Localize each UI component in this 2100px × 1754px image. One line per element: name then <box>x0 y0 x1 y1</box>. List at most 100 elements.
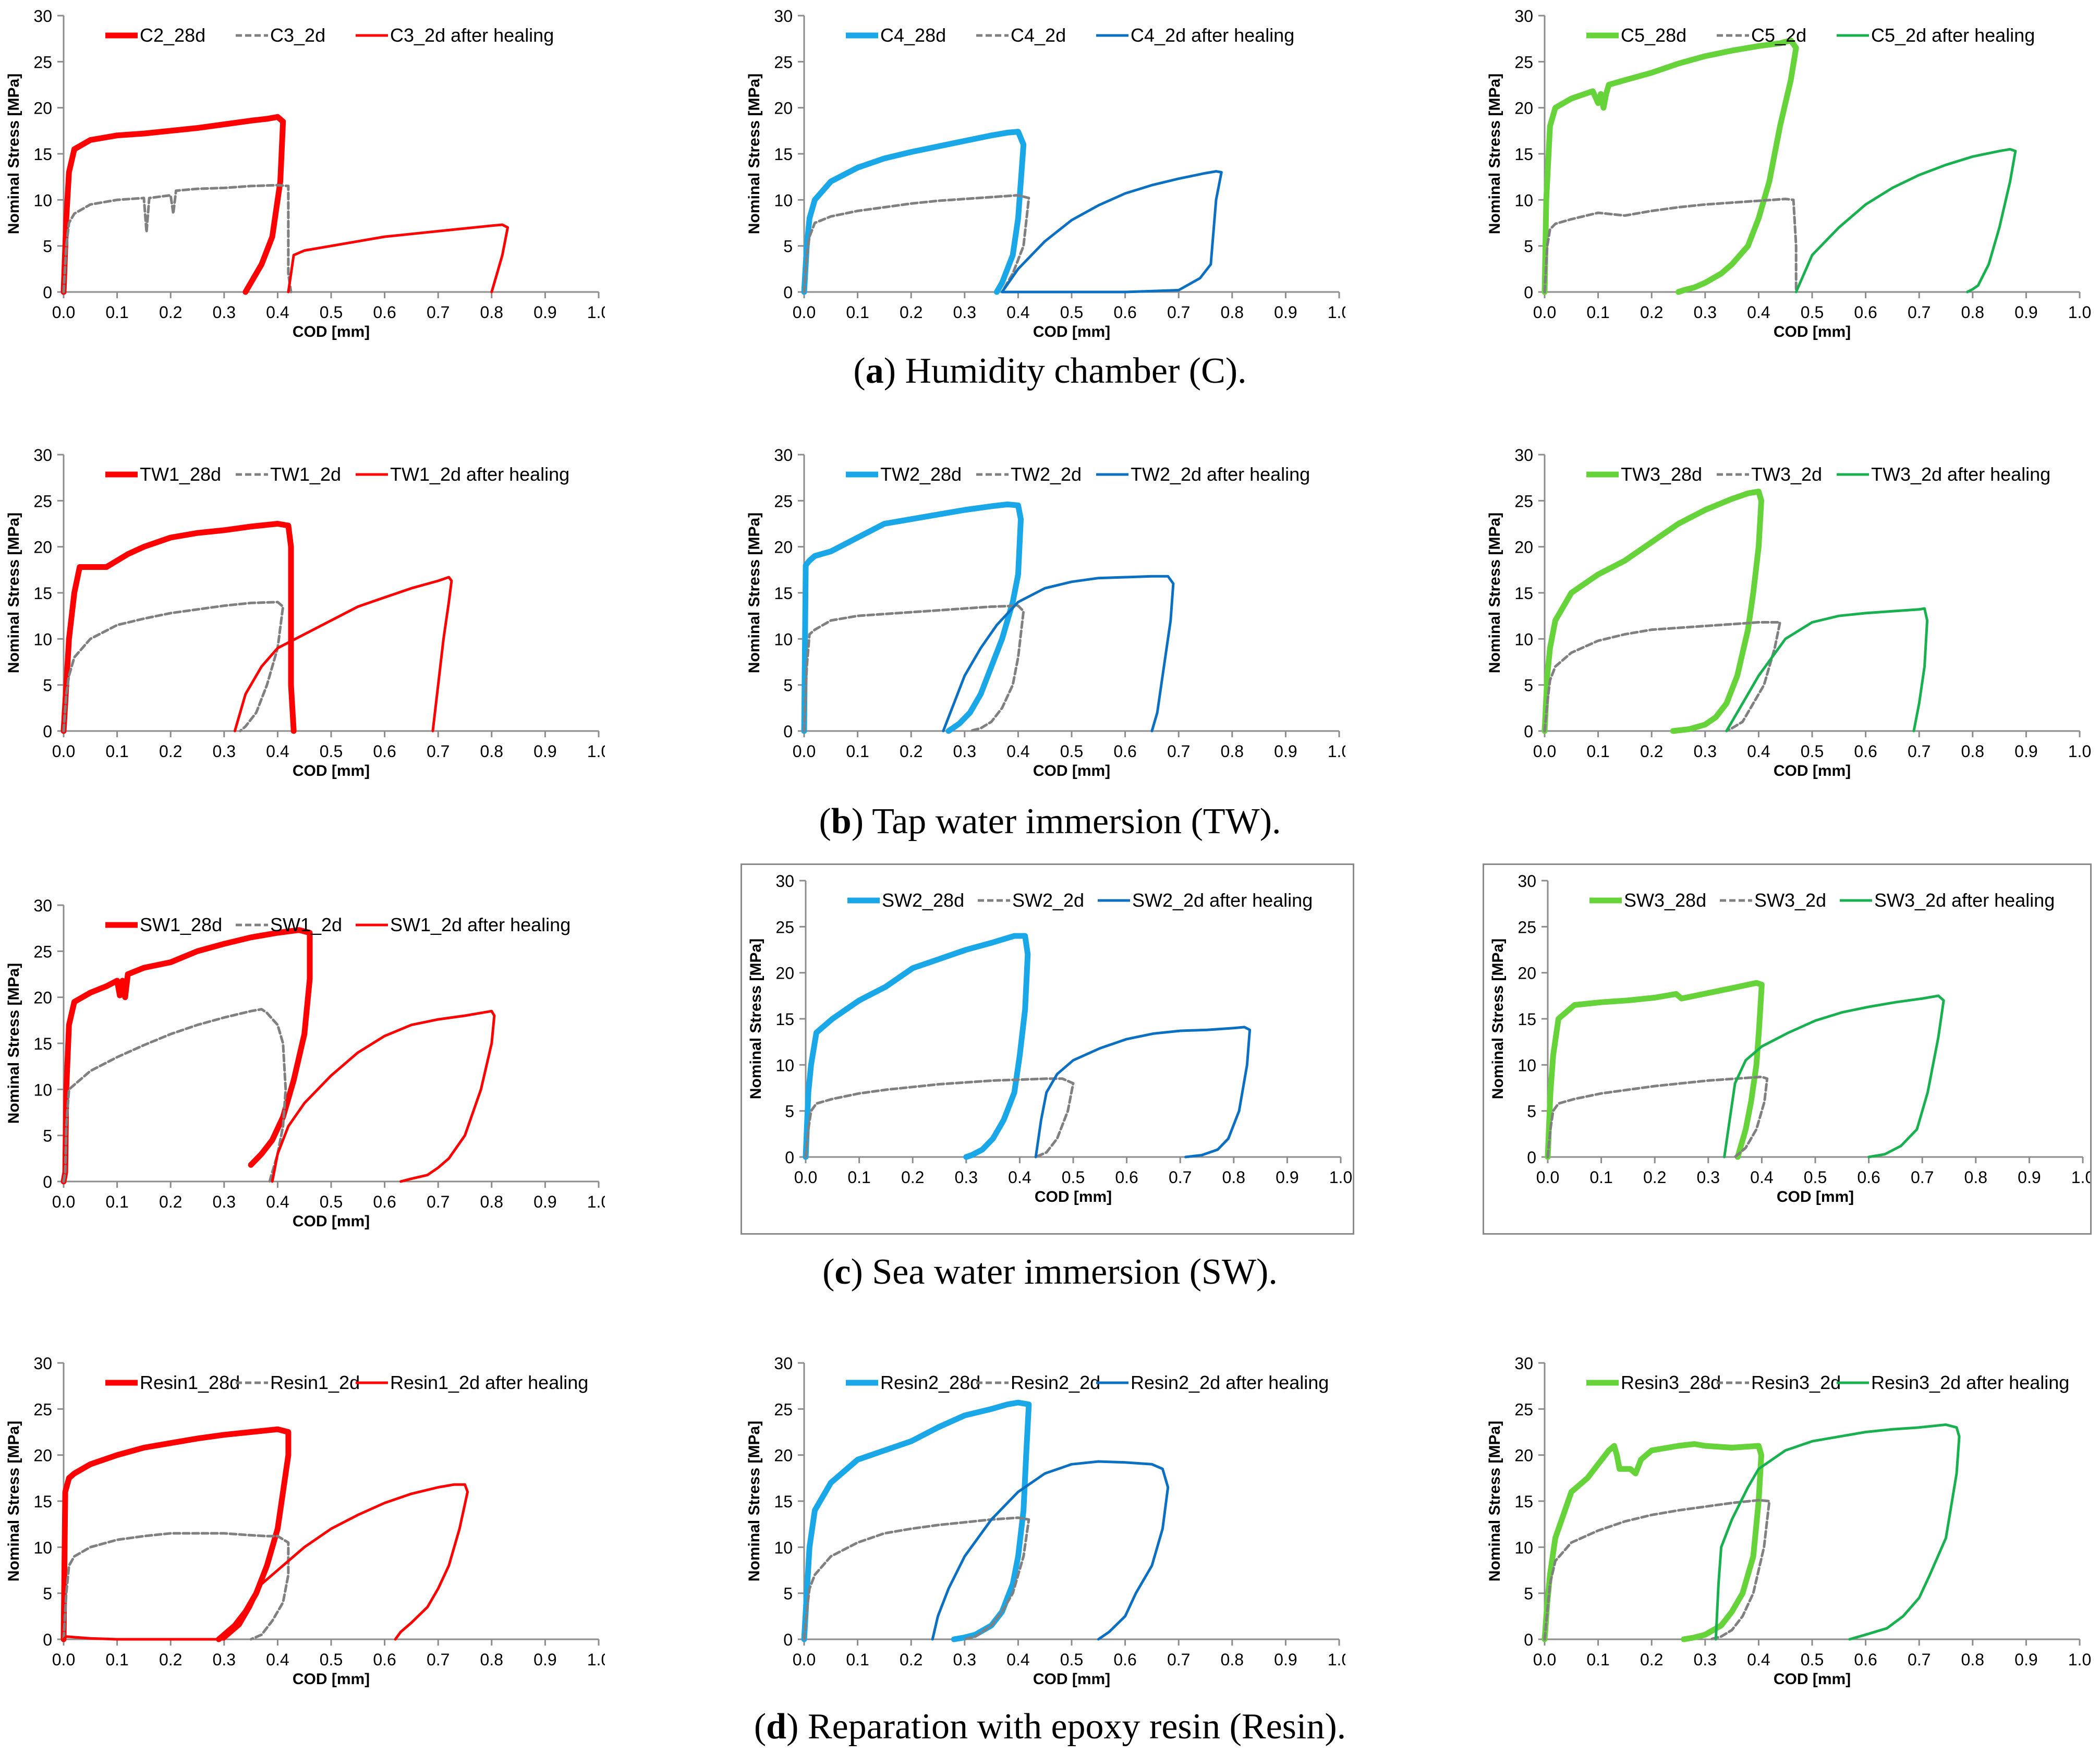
x-tick-label: 0.4 <box>1006 1650 1029 1669</box>
y-tick-label: 10 <box>33 191 52 210</box>
x-tick-label: 0.3 <box>213 1650 236 1669</box>
x-tick-label: 0.2 <box>159 742 182 761</box>
series-line-tw2-2d-after-healing <box>942 575 1175 733</box>
y-tick-label: 10 <box>1518 1056 1536 1075</box>
x-tick-label: 0.8 <box>1221 1650 1244 1669</box>
x-tick-label: 0.6 <box>1113 303 1136 322</box>
series-line-tw3-2d-after-healing <box>1725 607 1929 733</box>
panel-resin3: 0 5 10 15 20 25 30 0.0 0.1 0.2 0.3 0.4 0.5 0.6 0.7 0.8 0… <box>1481 1347 2100 1702</box>
x-tick-label: 0.0 <box>793 1650 816 1669</box>
x-tick-label: 0.1 <box>1589 1168 1612 1187</box>
x-tick-label: 0.6 <box>1115 1168 1138 1187</box>
series-line-sw2-2d <box>804 1077 1075 1159</box>
y-tick-label: 25 <box>1518 918 1536 936</box>
x-tick-label: 0.6 <box>1854 303 1877 322</box>
caption-text: Reparation with epoxy resin (Resin). <box>807 1707 1346 1747</box>
x-tick-label: 0.6 <box>373 303 396 322</box>
x-tick-label: 0.2 <box>1640 1650 1663 1669</box>
legend-label-tw3-28d: TW3_28d <box>1621 464 1702 485</box>
x-tick-label: 0.9 <box>1274 1650 1297 1669</box>
x-tick-label: 0.9 <box>2014 303 2037 322</box>
caption-a: (a) Humidity chamber (C). <box>853 351 1247 391</box>
y-tick-label: 5 <box>1524 1585 1533 1603</box>
y-tick-label: 25 <box>33 942 52 961</box>
caption-text: Humidity chamber (C). <box>905 351 1247 391</box>
chart-tw3: 0 5 10 15 20 25 30 0.0 0.1 0.2 0.3 0.4 0.5 0.6 0.7 0.8 0… <box>1486 446 2091 779</box>
x-tick-label: 0.1 <box>1586 1650 1609 1669</box>
x-axis-label: COD [mm] <box>1033 1671 1110 1688</box>
x-tick-label: 0.7 <box>1167 1650 1190 1669</box>
legend-label-tw3-2d-after-healing: TW3_2d after healing <box>1871 464 2050 485</box>
y-tick-label: 30 <box>1514 7 1533 26</box>
y-tick-label: 5 <box>43 237 52 256</box>
x-tick-label: 0.1 <box>846 1650 869 1669</box>
series-line-sw2-28d <box>803 933 1031 1160</box>
x-tick-label: 0.5 <box>1801 742 1824 761</box>
x-tick-label: 0.2 <box>1640 303 1663 322</box>
y-tick-label: 10 <box>774 630 793 649</box>
chart-resin2: 0 5 10 15 20 25 30 0.0 0.1 0.2 0.3 0.4 0.5 0.6 0.7 0.8 0… <box>746 1354 1351 1688</box>
y-axis-label: Nominal Stress [MPa] <box>746 513 763 673</box>
series-line-c4-2d <box>803 194 1030 294</box>
x-tick-label: 0.2 <box>1643 1168 1666 1187</box>
x-tick-label: 1.0 <box>1328 1650 1345 1669</box>
series-line-sw1-2d <box>62 1008 287 1183</box>
y-axis-label: Nominal Stress [MPa] <box>746 74 763 234</box>
legend-label-resin3-2d: Resin3_2d <box>1751 1372 1841 1393</box>
y-tick-label: 0 <box>1524 1630 1533 1649</box>
y-tick-label: 15 <box>33 1034 52 1053</box>
x-tick-label: 0.8 <box>480 303 503 322</box>
series-line-sw3-28d <box>1545 980 1765 1160</box>
chart-sw3: 0 5 10 15 20 25 30 0.0 0.1 0.2 0.3 0.4 0.5 0.6 0.7 0.8 0… <box>1489 872 2094 1205</box>
series-line-c2-28d <box>60 114 286 295</box>
x-tick-label: 1.0 <box>2068 742 2091 761</box>
x-tick-label: 0.5 <box>1801 1650 1824 1669</box>
series-line-c5-28d <box>1541 38 1799 295</box>
chart-sw1: 0 5 10 15 20 25 30 0.0 0.1 0.2 0.3 0.4 0.5 0.6 0.7 0.8 0… <box>5 896 610 1230</box>
legend-label-tw2-2d: TW2_2d <box>1011 464 1082 485</box>
chart-tw1: 0 5 10 15 20 25 30 0.0 0.1 0.2 0.3 0.4 0.5 0.6 0.7 0.8 0… <box>5 446 610 779</box>
x-tick-label: 0.8 <box>480 1650 503 1669</box>
x-tick-label: 0.3 <box>953 303 976 322</box>
y-tick-label: 5 <box>783 237 793 256</box>
y-tick-label: 0 <box>1527 1148 1536 1167</box>
series-line-resin3-2d <box>1543 1499 1771 1641</box>
legend-label-sw2-2d: SW2_2d <box>1012 890 1084 911</box>
y-tick-label: 0 <box>785 1148 794 1167</box>
x-tick-label: 0.0 <box>794 1168 817 1187</box>
x-axis-label: COD [mm] <box>293 323 370 340</box>
y-tick-label: 25 <box>774 53 793 71</box>
x-tick-label: 0.6 <box>1854 1650 1877 1669</box>
legend-label-sw3-28d: SW3_28d <box>1624 890 1706 911</box>
x-tick-label: 0.3 <box>213 303 236 322</box>
caption-c: (c) Sea water immersion (SW). <box>822 1252 1278 1292</box>
y-tick-label: 20 <box>1514 538 1533 557</box>
legend-label-sw1-28d: SW1_28d <box>140 914 222 935</box>
x-tick-label: 0.3 <box>1694 1650 1717 1669</box>
x-tick-label: 0.4 <box>266 742 289 761</box>
x-tick-label: 0.0 <box>52 742 75 761</box>
x-tick-label: 0.0 <box>52 1650 75 1669</box>
y-axis-label: Nominal Stress [MPa] <box>5 513 22 673</box>
x-tick-label: 0.8 <box>1221 303 1244 322</box>
y-tick-label: 5 <box>1527 1102 1536 1121</box>
x-tick-label: 0.6 <box>1854 742 1877 761</box>
x-tick-label: 0.6 <box>1113 742 1136 761</box>
chart-c4: 0 5 10 15 20 25 30 0.0 0.1 0.2 0.3 0.4 0.5 0.6 0.7 0.8 0… <box>746 7 1351 340</box>
series-line-c4-28d <box>801 129 1027 295</box>
x-axis-label: COD [mm] <box>293 762 370 779</box>
series-line-c5-2d <box>1543 198 1798 294</box>
x-tick-label: 0.5 <box>320 1650 343 1669</box>
x-tick-label: 0.9 <box>533 1192 556 1211</box>
legend-label-resin1-28d: Resin1_28d <box>140 1372 240 1393</box>
x-tick-label: 0.3 <box>1697 1168 1720 1187</box>
y-tick-label: 5 <box>43 1585 52 1603</box>
x-tick-label: 0.7 <box>427 303 450 322</box>
x-tick-label: 0.8 <box>1222 1168 1245 1187</box>
y-tick-label: 20 <box>33 538 52 557</box>
legend-label-c4-2d-after-healing: C4_2d after healing <box>1131 25 1294 46</box>
series-line-resin2-2d-after-healing <box>931 1460 1170 1641</box>
y-tick-label: 0 <box>783 722 793 741</box>
legend-label-sw1-2d: SW1_2d <box>270 914 342 935</box>
legend-label-c3-2d-after-healing: C3_2d after healing <box>390 25 554 46</box>
